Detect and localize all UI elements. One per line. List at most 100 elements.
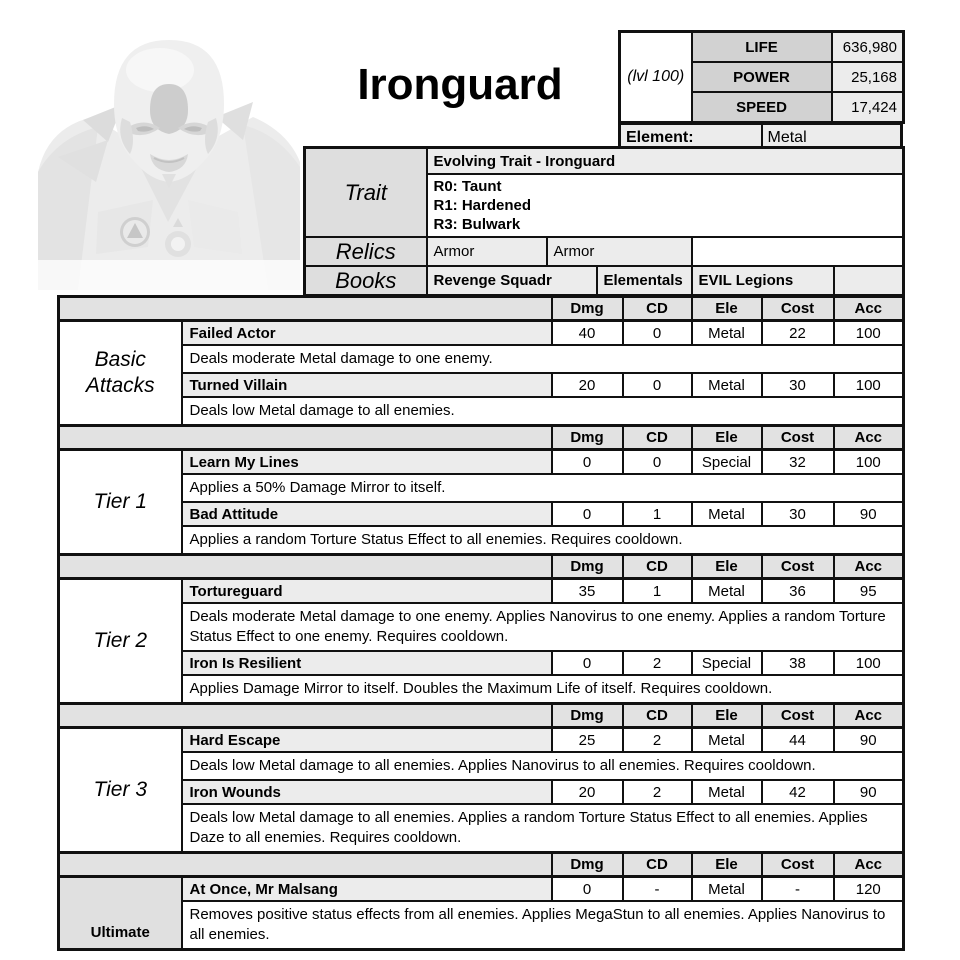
col-header-ele: Ele	[690, 424, 763, 451]
ability-desc: Removes positive status effects from all…	[180, 900, 905, 951]
ability-name: Tortureguard	[180, 577, 553, 604]
ability-cost: 32	[760, 448, 835, 475]
book-slot-2: Elementals	[595, 265, 693, 297]
ability-dmg: 0	[550, 448, 624, 475]
ability-acc: 120	[832, 875, 905, 902]
ability-cd: 2	[621, 779, 693, 805]
ability-name: At Once, Mr Malsang	[180, 875, 553, 902]
col-header-acc: Acc	[832, 295, 905, 322]
ability-cost: 22	[760, 319, 835, 346]
col-header-acc: Acc	[832, 851, 905, 878]
ability-ele: Metal	[690, 372, 763, 398]
ability-acc: 95	[832, 577, 905, 604]
ability-cd: -	[621, 875, 693, 902]
ability-ele: Metal	[690, 577, 763, 604]
col-header-cost: Cost	[760, 553, 835, 580]
relics-label: Relics	[303, 236, 428, 267]
ability-name: Bad Attitude	[180, 501, 553, 527]
ability-cd: 2	[621, 726, 693, 753]
ability-ele: Metal	[690, 319, 763, 346]
col-header-ele: Ele	[690, 295, 763, 322]
col-header-cd: CD	[621, 295, 693, 322]
stat-value-life: 636,980	[830, 30, 905, 63]
ability-ele: Metal	[690, 726, 763, 753]
ability-row: Tier 3 Hard Escape 25 2 Metal 44 90	[57, 726, 905, 854]
book-slot-empty	[832, 265, 905, 297]
col-header-dmg: Dmg	[550, 553, 624, 580]
book-slot-1: Revenge Squadr	[425, 265, 598, 297]
ability-row: Ultimate At Once, Mr Malsang 0 - Metal -…	[57, 875, 905, 951]
ability-dmg: 40	[550, 319, 624, 346]
ability-cd: 0	[621, 319, 693, 346]
ability-name: Failed Actor	[180, 319, 553, 346]
col-header-cd: CD	[621, 424, 693, 451]
col-header-ele: Ele	[690, 851, 763, 878]
ability-name: Learn My Lines	[180, 448, 553, 475]
header-spacer	[57, 553, 553, 580]
trait-rank-1: R1: Hardened	[433, 197, 532, 214]
stat-label-power: POWER	[690, 61, 833, 93]
ability-desc: Applies a random Torture Status Effect t…	[180, 525, 905, 556]
section-label-tier-2: Tier 2	[57, 577, 183, 705]
ability-cost: 42	[760, 779, 835, 805]
ability-desc: Applies Damage Mirror to itself. Doubles…	[180, 674, 905, 705]
ability-row: Iron Wounds 20 2 Metal 42 90	[59, 779, 905, 805]
header-spacer	[57, 295, 553, 322]
ability-cost: 38	[760, 650, 835, 676]
ability-cost: -	[760, 875, 835, 902]
ability-ele: Metal	[690, 501, 763, 527]
header-spacer	[57, 702, 553, 729]
col-header-cost: Cost	[760, 851, 835, 878]
level-label: (lvl 100)	[618, 30, 693, 124]
ability-cd: 1	[621, 577, 693, 604]
section-label-tier-3: Tier 3	[57, 726, 183, 854]
stat-value-speed: 17,424	[830, 91, 905, 124]
trait-table: Trait Evolving Trait - Ironguard R0: Tau…	[303, 146, 905, 297]
ability-row: Tier 2 Tortureguard 35 1 Metal 36 95	[57, 577, 905, 705]
stat-value-power: 25,168	[830, 61, 905, 93]
books-label: Books	[303, 265, 428, 297]
character-portrait	[38, 40, 300, 290]
ability-dmg: 0	[550, 650, 624, 676]
ability-desc: Deals low Metal damage to all enemies. A…	[180, 803, 905, 854]
col-header-dmg: Dmg	[550, 424, 624, 451]
ability-acc: 100	[832, 319, 905, 346]
ability-desc: Deals moderate Metal damage to one enemy…	[180, 344, 905, 374]
ability-name: Hard Escape	[180, 726, 553, 753]
ability-desc: Deals moderate Metal damage to one enemy…	[180, 602, 905, 652]
ability-cost: 36	[760, 577, 835, 604]
ability-acc: 90	[832, 501, 905, 527]
ability-row: Basic Attacks Failed Actor 40 0 Metal 22…	[57, 319, 905, 427]
stats-table: (lvl 100) LIFE 636,980 POWER 25,168 SPEE…	[618, 30, 905, 124]
ability-desc: Applies a 50% Damage Mirror to itself.	[180, 473, 905, 503]
abilities-table: Dmg CD Ele Cost Acc Basic Attacks Failed…	[57, 295, 905, 951]
col-header-cd: CD	[621, 702, 693, 729]
trait-rank-2: R3: Bulwark	[433, 216, 521, 233]
ability-cd: 0	[621, 372, 693, 398]
ability-name: Turned Villain	[180, 372, 553, 398]
column-header-row: Dmg CD Ele Cost Acc	[57, 553, 905, 580]
relic-slot-2: Armor	[545, 236, 693, 267]
column-header-row: Dmg CD Ele Cost Acc	[57, 851, 905, 878]
ability-acc: 100	[832, 650, 905, 676]
ability-row: Tier 1 Learn My Lines 0 0 Special 32 100	[57, 448, 905, 556]
ability-cd: 0	[621, 448, 693, 475]
ability-ele: Special	[690, 448, 763, 475]
header-spacer	[57, 851, 553, 878]
section-label-ultimate: Ultimate	[57, 875, 183, 951]
stats-block: (lvl 100) LIFE 636,980 POWER 25,168 SPEE…	[618, 30, 905, 153]
col-header-cost: Cost	[760, 295, 835, 322]
ability-dmg: 0	[550, 875, 624, 902]
col-header-dmg: Dmg	[550, 295, 624, 322]
ability-cost: 44	[760, 726, 835, 753]
section-label-basic-attacks: Basic Attacks	[57, 319, 183, 427]
ability-acc: 90	[832, 726, 905, 753]
ability-row: Bad Attitude 0 1 Metal 30 90	[59, 501, 905, 527]
col-header-ele: Ele	[690, 702, 763, 729]
col-header-cd: CD	[621, 851, 693, 878]
col-header-cost: Cost	[760, 424, 835, 451]
ability-cost: 30	[760, 501, 835, 527]
col-header-dmg: Dmg	[550, 702, 624, 729]
relic-slot-empty	[690, 236, 905, 267]
